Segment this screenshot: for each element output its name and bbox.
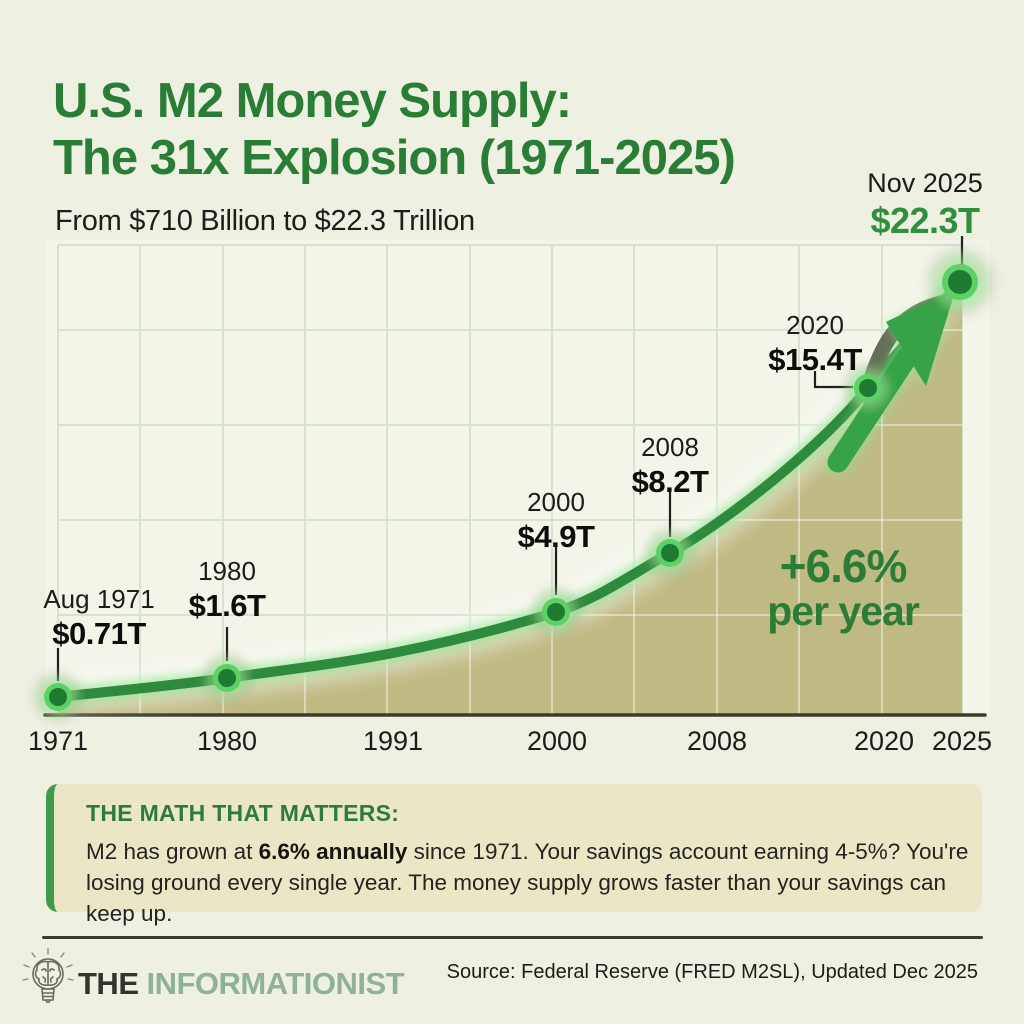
title-line-1: U.S. M2 Money Supply: [53,73,572,128]
point-label-2020: 2020 $15.4T [768,310,862,378]
point-label-2008: 2008 $8.2T [632,432,709,500]
callout-body-pre: M2 has grown at [86,839,259,864]
point-value-1971: $0.71T [52,616,146,651]
growth-rate-unit: per year [767,588,920,634]
title-line-2: The 31x Explosion (1971-2025) [53,130,736,185]
point-2008 [645,528,695,578]
point-2020 [843,363,893,413]
point-date-2020: 2020 [786,310,844,340]
growth-rate-annotation: +6.6% per year [767,540,920,634]
brand-the: THE [78,966,139,1001]
x-tick-1980: 1980 [196,726,258,756]
point-date-1980: 1980 [198,556,256,586]
page-title: U.S. M2 Money Supply: The 31x Explosion … [53,73,953,187]
point-2000 [531,587,581,637]
source-credit: Source: Federal Reserve (FRED M2SL), Upd… [446,961,978,983]
x-tick-2000: 2000 [526,726,588,756]
callout-body-post: since 1971. Your savings account earning… [86,839,969,926]
area-fill [58,282,962,714]
x-tick-1971: 1971 [27,726,89,756]
point-value-2000: $4.9T [517,519,595,554]
x-tick-2025: 2025 [931,726,993,756]
growth-rate-value: +6.6% [779,540,908,592]
callout-title: THE MATH THAT MATTERS: [86,800,400,826]
point-label-1980: 1980 $1.6T [189,556,266,624]
point-date-1971: Aug 1971 [43,584,155,614]
callout-body-bold: 6.6% annually [258,839,408,864]
point-value-2008: $8.2T [631,464,709,499]
footer-divider [42,936,983,939]
x-tick-1991: 1991 [362,726,424,756]
point-label-1971: Aug 1971 $0.71T [43,584,154,652]
brand-logo: THE INFORMATIONIST [78,966,405,1002]
brand-name: INFORMATIONIST [146,966,405,1001]
point-value-2025: $22.3T [870,200,980,241]
callout-box: THE MATH THAT MATTERS: M2 has grown at 6… [46,784,982,926]
x-tick-2020: 2020 [853,726,915,756]
point-date-2025: Nov 2025 [867,168,983,198]
point-2025 [924,246,996,318]
point-date-2008: 2008 [641,432,699,462]
lightbulb-brain-icon [22,948,74,1004]
point-date-2000: 2000 [527,487,585,517]
x-tick-2008: 2008 [686,726,748,756]
point-label-2000: 2000 $4.9T [518,487,595,555]
callout-body: M2 has grown at 6.6% annually since 1971… [86,836,988,929]
point-1980 [202,653,252,703]
point-value-1980: $1.6T [188,588,266,623]
subtitle: From $710 Billion to $22.3 Trillion [55,205,475,237]
point-label-2025: Nov 2025 $22.3T [867,168,983,242]
point-1971 [33,672,83,722]
point-value-2020: $15.4T [768,342,862,377]
data-points [33,246,996,722]
